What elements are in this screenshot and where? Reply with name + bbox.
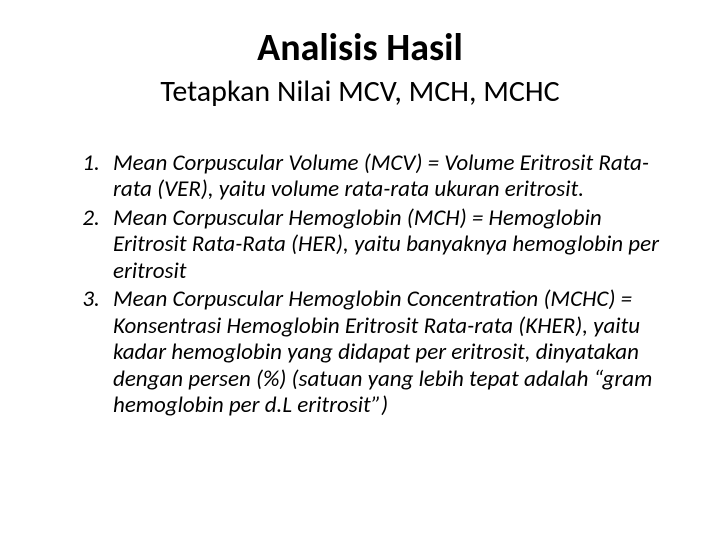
list-item: Mean Corpuscular Volume (MCV) = Volume E… xyxy=(105,150,670,203)
list-item: Mean Corpuscular Hemoglobin (MCH) = Hemo… xyxy=(105,205,670,284)
list-item: Mean Corpuscular Hemoglobin Concentratio… xyxy=(105,286,670,418)
page-subtitle: Tetapkan Nilai MCV, MCH, MCHC xyxy=(50,73,670,110)
definition-list: Mean Corpuscular Volume (MCV) = Volume E… xyxy=(50,150,670,418)
page-title: Analisis Hasil xyxy=(50,25,670,71)
